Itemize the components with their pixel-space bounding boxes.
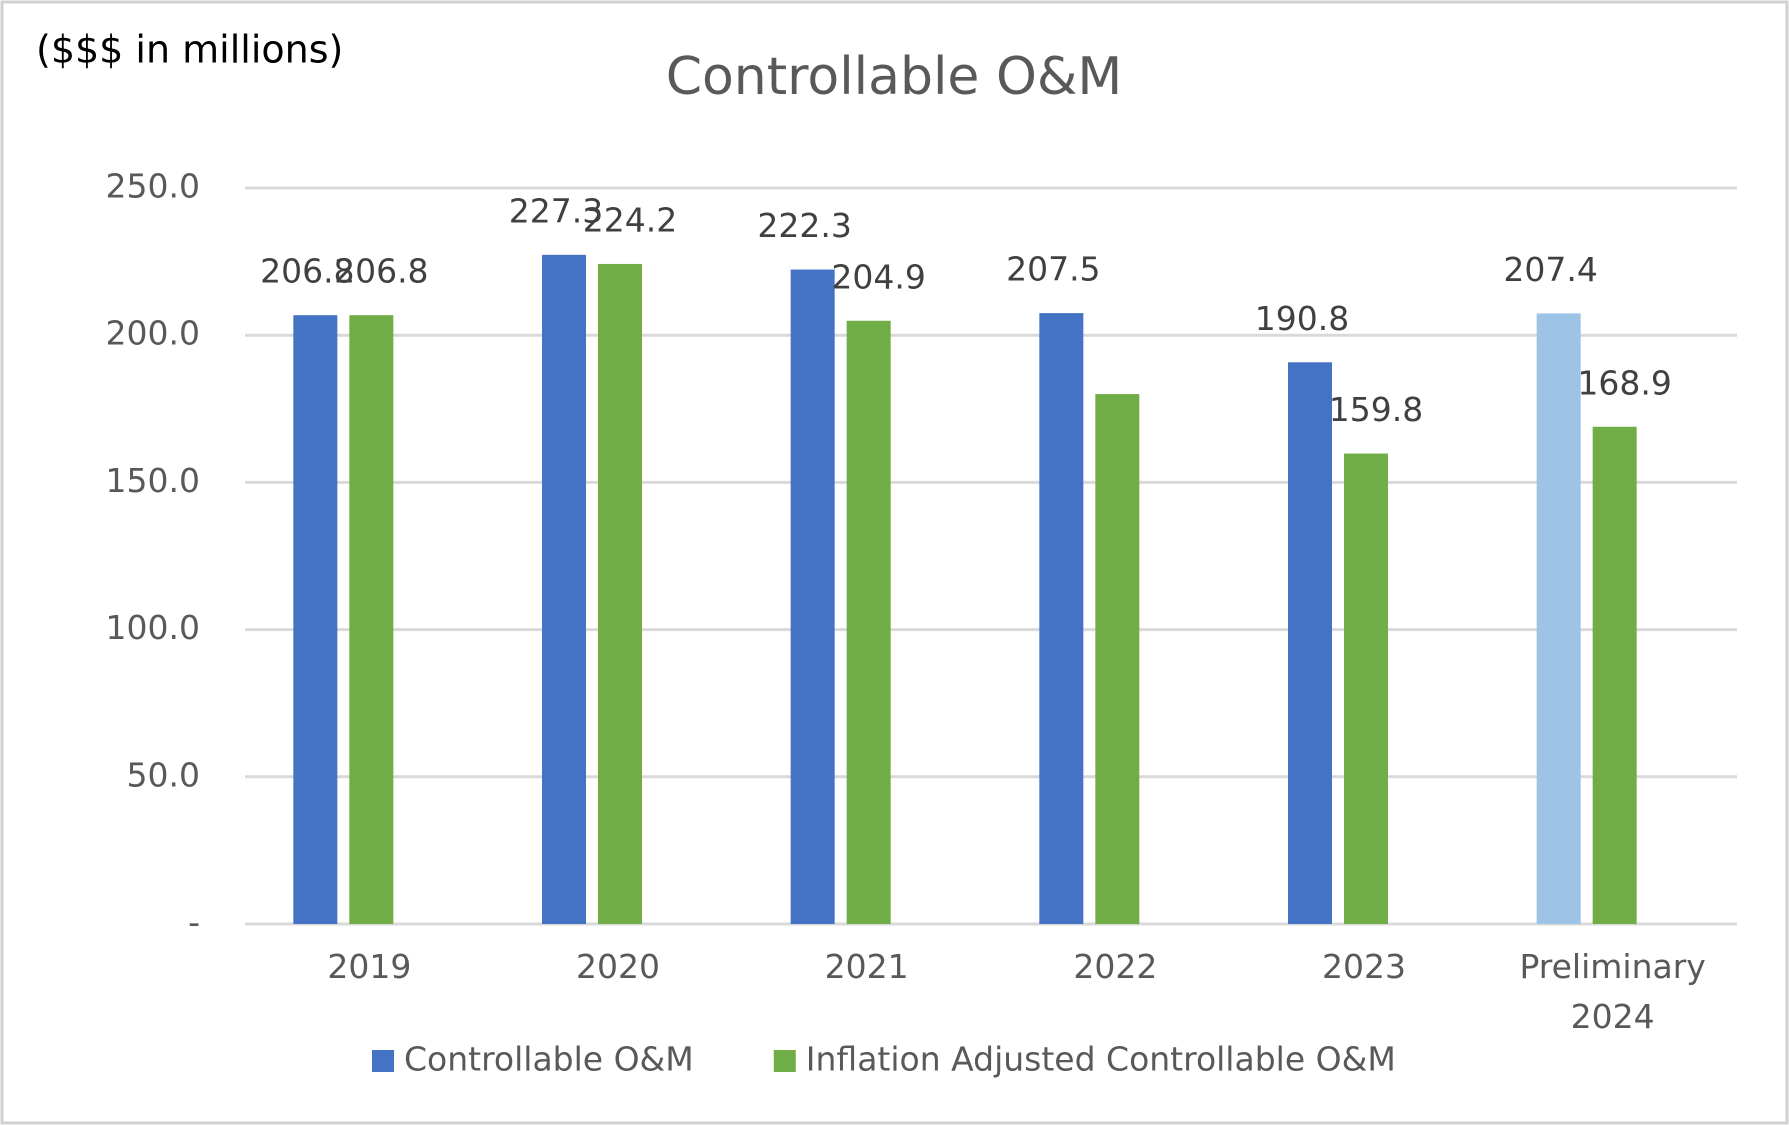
data-label: 224.2: [583, 200, 677, 239]
y-tick-label: 200.0: [106, 314, 200, 353]
data-label: 206.8: [260, 252, 354, 291]
chart-title: Controllable O&M: [666, 47, 1123, 107]
bar: [542, 254, 586, 924]
y-tick-label: 150.0: [106, 461, 200, 500]
data-label: 222.3: [757, 206, 851, 245]
legend-swatch: [773, 1050, 796, 1072]
bar: [1592, 426, 1637, 924]
y-tick-label: -: [188, 903, 200, 942]
x-tick-label: 2020: [576, 947, 660, 986]
bar: [790, 269, 835, 924]
bar: [1039, 313, 1084, 924]
legend-label: Controllable O&M: [404, 1040, 694, 1079]
legend-label: Inflation Adjusted Controllable O&M: [806, 1040, 1396, 1079]
x-tick-label: 2022: [1073, 947, 1158, 986]
data-label: 207.5: [1006, 250, 1100, 289]
bar: [349, 315, 394, 924]
bar: [1344, 453, 1388, 924]
data-label: 204.9: [831, 257, 925, 296]
x-tick-label: Preliminary 2024: [1519, 947, 1706, 1036]
data-label: 190.8: [1255, 299, 1349, 338]
x-tick-label: 2019: [327, 947, 412, 986]
bar: [1288, 362, 1332, 924]
bar: [598, 263, 642, 924]
x-tick-label: 2023: [1322, 947, 1406, 986]
y-tick-label: 100.0: [106, 608, 200, 647]
bar: [1095, 394, 1140, 925]
y-tick-label: 250.0: [106, 167, 200, 206]
legend-swatch: [372, 1050, 394, 1072]
bar: [846, 320, 891, 924]
bar: [293, 315, 338, 924]
x-tick-label: 2021: [824, 947, 909, 986]
data-label: 206.8: [334, 252, 428, 291]
y-tick-label: 50.0: [127, 755, 200, 794]
data-label: 207.4: [1503, 250, 1597, 289]
data-label: 159.8: [1329, 390, 1423, 429]
data-label: 168.9: [1577, 363, 1671, 402]
bar: [1536, 313, 1581, 924]
data-label: 227.3: [509, 191, 603, 230]
subtitle: ($$$ in millions): [36, 28, 343, 72]
